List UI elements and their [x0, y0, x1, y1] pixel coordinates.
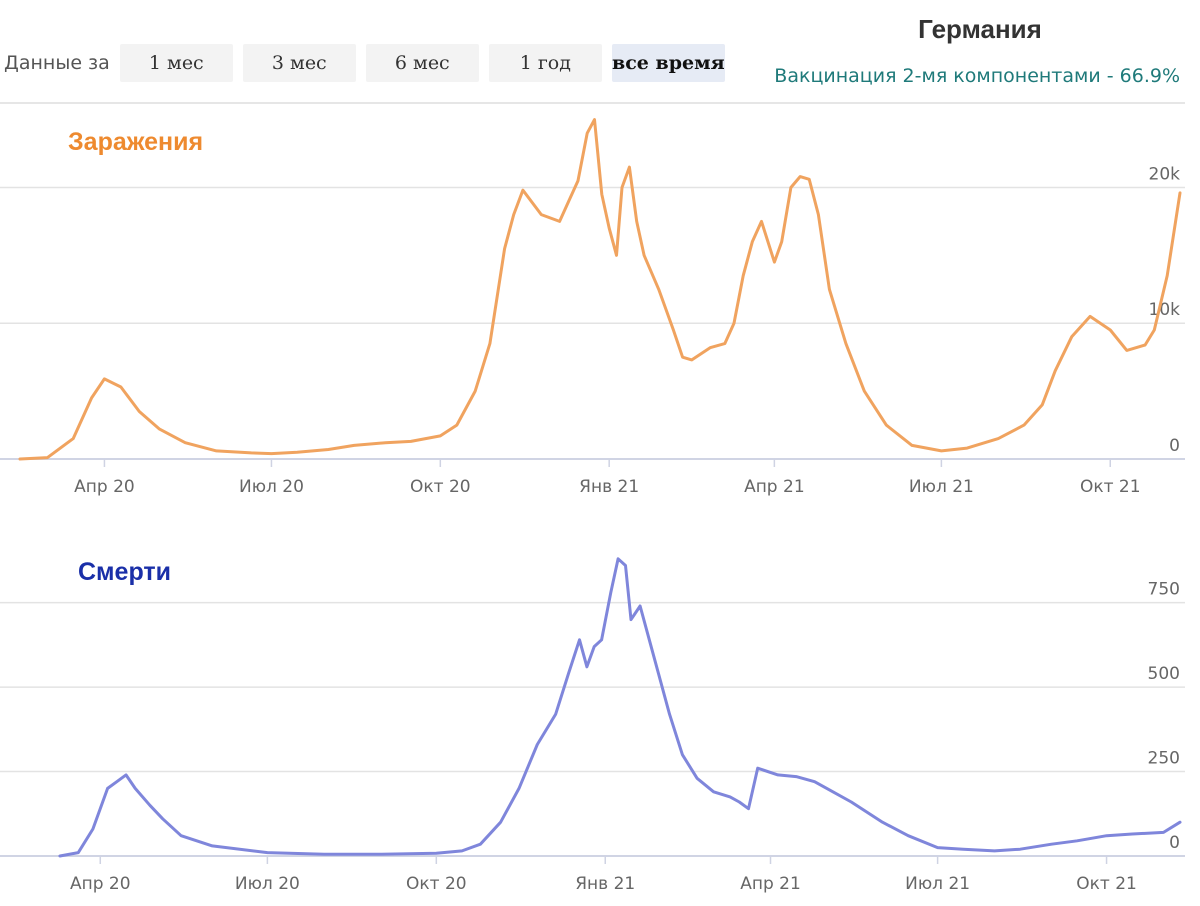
date-range-toolbar: Данные за 1 мес 3 мес 6 мес 1 год все вр… [0, 43, 735, 83]
cases-x-tick-label: Июл 20 [239, 477, 304, 497]
deaths-x-tick-label: Апр 20 [70, 874, 131, 894]
deaths-chart-title: Смерти [78, 558, 171, 586]
range-all-time-button[interactable]: все время [611, 44, 725, 82]
range-3-months-button[interactable]: 3 мес [242, 44, 356, 82]
deaths-chart: Смерти 0 250 500 750 Апр 20 Июл 20 Окт 20 Янв 21… [0, 557, 1185, 894]
cases-x-tick-label: Июл 21 [909, 477, 974, 497]
deaths-x-tick-label: Янв 21 [575, 874, 635, 894]
cases-x-tick-label: Апр 20 [74, 477, 135, 497]
deaths-x-tick-label: Окт 20 [406, 874, 467, 894]
cases-x-tick-label: Янв 21 [579, 477, 639, 497]
vaccination-status: Вакцинация 2-мя компонентами - 66.9% [774, 65, 1180, 87]
cases-x-tick-label: Окт 21 [1080, 477, 1141, 497]
deaths-x-tick-label: Июл 21 [905, 874, 970, 894]
range-1-year-button[interactable]: 1 год [488, 44, 602, 82]
date-range-label: Данные за [4, 52, 110, 74]
deaths-x-tick-label: Апр 21 [740, 874, 801, 894]
cases-x-tick-label: Апр 21 [744, 477, 805, 497]
deaths-y-tick-label: 250 [1148, 749, 1180, 769]
cases-y-tick-label: 10k [1149, 300, 1181, 320]
header-divider [0, 102, 1185, 104]
deaths-y-tick-label: 750 [1148, 580, 1180, 600]
deaths-y-tick-label: 0 [1169, 833, 1180, 853]
cases-y-tick-label: 0 [1169, 436, 1180, 456]
cases-series-line [18, 118, 1182, 461]
deaths-x-tick-label: Окт 21 [1076, 874, 1137, 894]
deaths-y-tick-label: 500 [1148, 664, 1180, 684]
cases-chart-title: Заражения [68, 128, 203, 156]
country-title: Германия [918, 14, 1042, 44]
cases-chart: Заражения 0 10k 20k Апр 20 Июл 20 Окт 20 Янв 21… [0, 118, 1185, 497]
range-6-months-button[interactable]: 6 мес [365, 44, 479, 82]
deaths-series-line [58, 557, 1182, 858]
deaths-x-tick-label: Июл 20 [235, 874, 300, 894]
cases-x-tick-label: Окт 20 [410, 477, 471, 497]
cases-y-tick-label: 20k [1149, 164, 1181, 184]
range-1-month-button[interactable]: 1 мес [119, 44, 233, 82]
